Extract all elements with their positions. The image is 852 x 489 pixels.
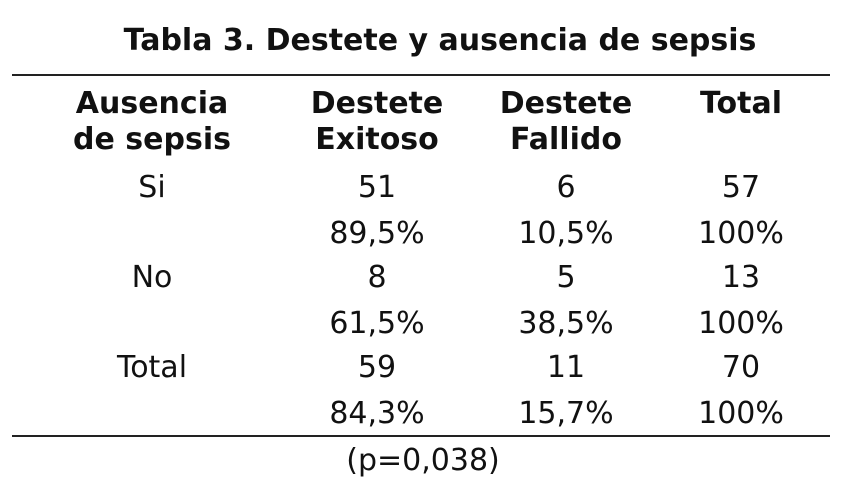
percent-cell: 100% [698, 396, 784, 431]
count-cell: 8 [367, 260, 387, 295]
row-label: Si [138, 170, 166, 205]
header-cell: Exitoso [315, 122, 439, 157]
header-cell: Total [700, 86, 782, 121]
count-cell: 59 [357, 350, 397, 385]
count-cell: 51 [357, 170, 397, 205]
percent-cell: 100% [698, 216, 784, 251]
header-cell: Ausencia [75, 86, 229, 121]
count-cell: 13 [721, 260, 761, 295]
percent-cell: 38,5% [518, 306, 614, 341]
header-cell: Destete [310, 86, 444, 121]
header-cell: Destete [499, 86, 633, 121]
count-cell: 5 [556, 260, 576, 295]
count-cell: 6 [556, 170, 576, 205]
table-footer: (p=0,038) [346, 443, 500, 478]
header-cell: de sepsis [73, 122, 231, 157]
percent-cell: 84,3% [329, 396, 425, 431]
percent-cell: 10,5% [518, 216, 614, 251]
bottom-rule [12, 435, 830, 437]
header-cell: Fallido [510, 122, 622, 157]
count-cell: 70 [721, 350, 761, 385]
count-cell: 11 [546, 350, 586, 385]
percent-cell: 89,5% [329, 216, 425, 251]
row-label: No [131, 260, 173, 295]
percent-cell: 61,5% [329, 306, 425, 341]
count-cell: 57 [721, 170, 761, 205]
table-title: Tabla 3. Destete y ausencia de sepsis [123, 23, 757, 58]
percent-cell: 100% [698, 306, 784, 341]
top-rule [12, 74, 830, 76]
percent-cell: 15,7% [518, 396, 614, 431]
row-label: Total [116, 350, 188, 385]
